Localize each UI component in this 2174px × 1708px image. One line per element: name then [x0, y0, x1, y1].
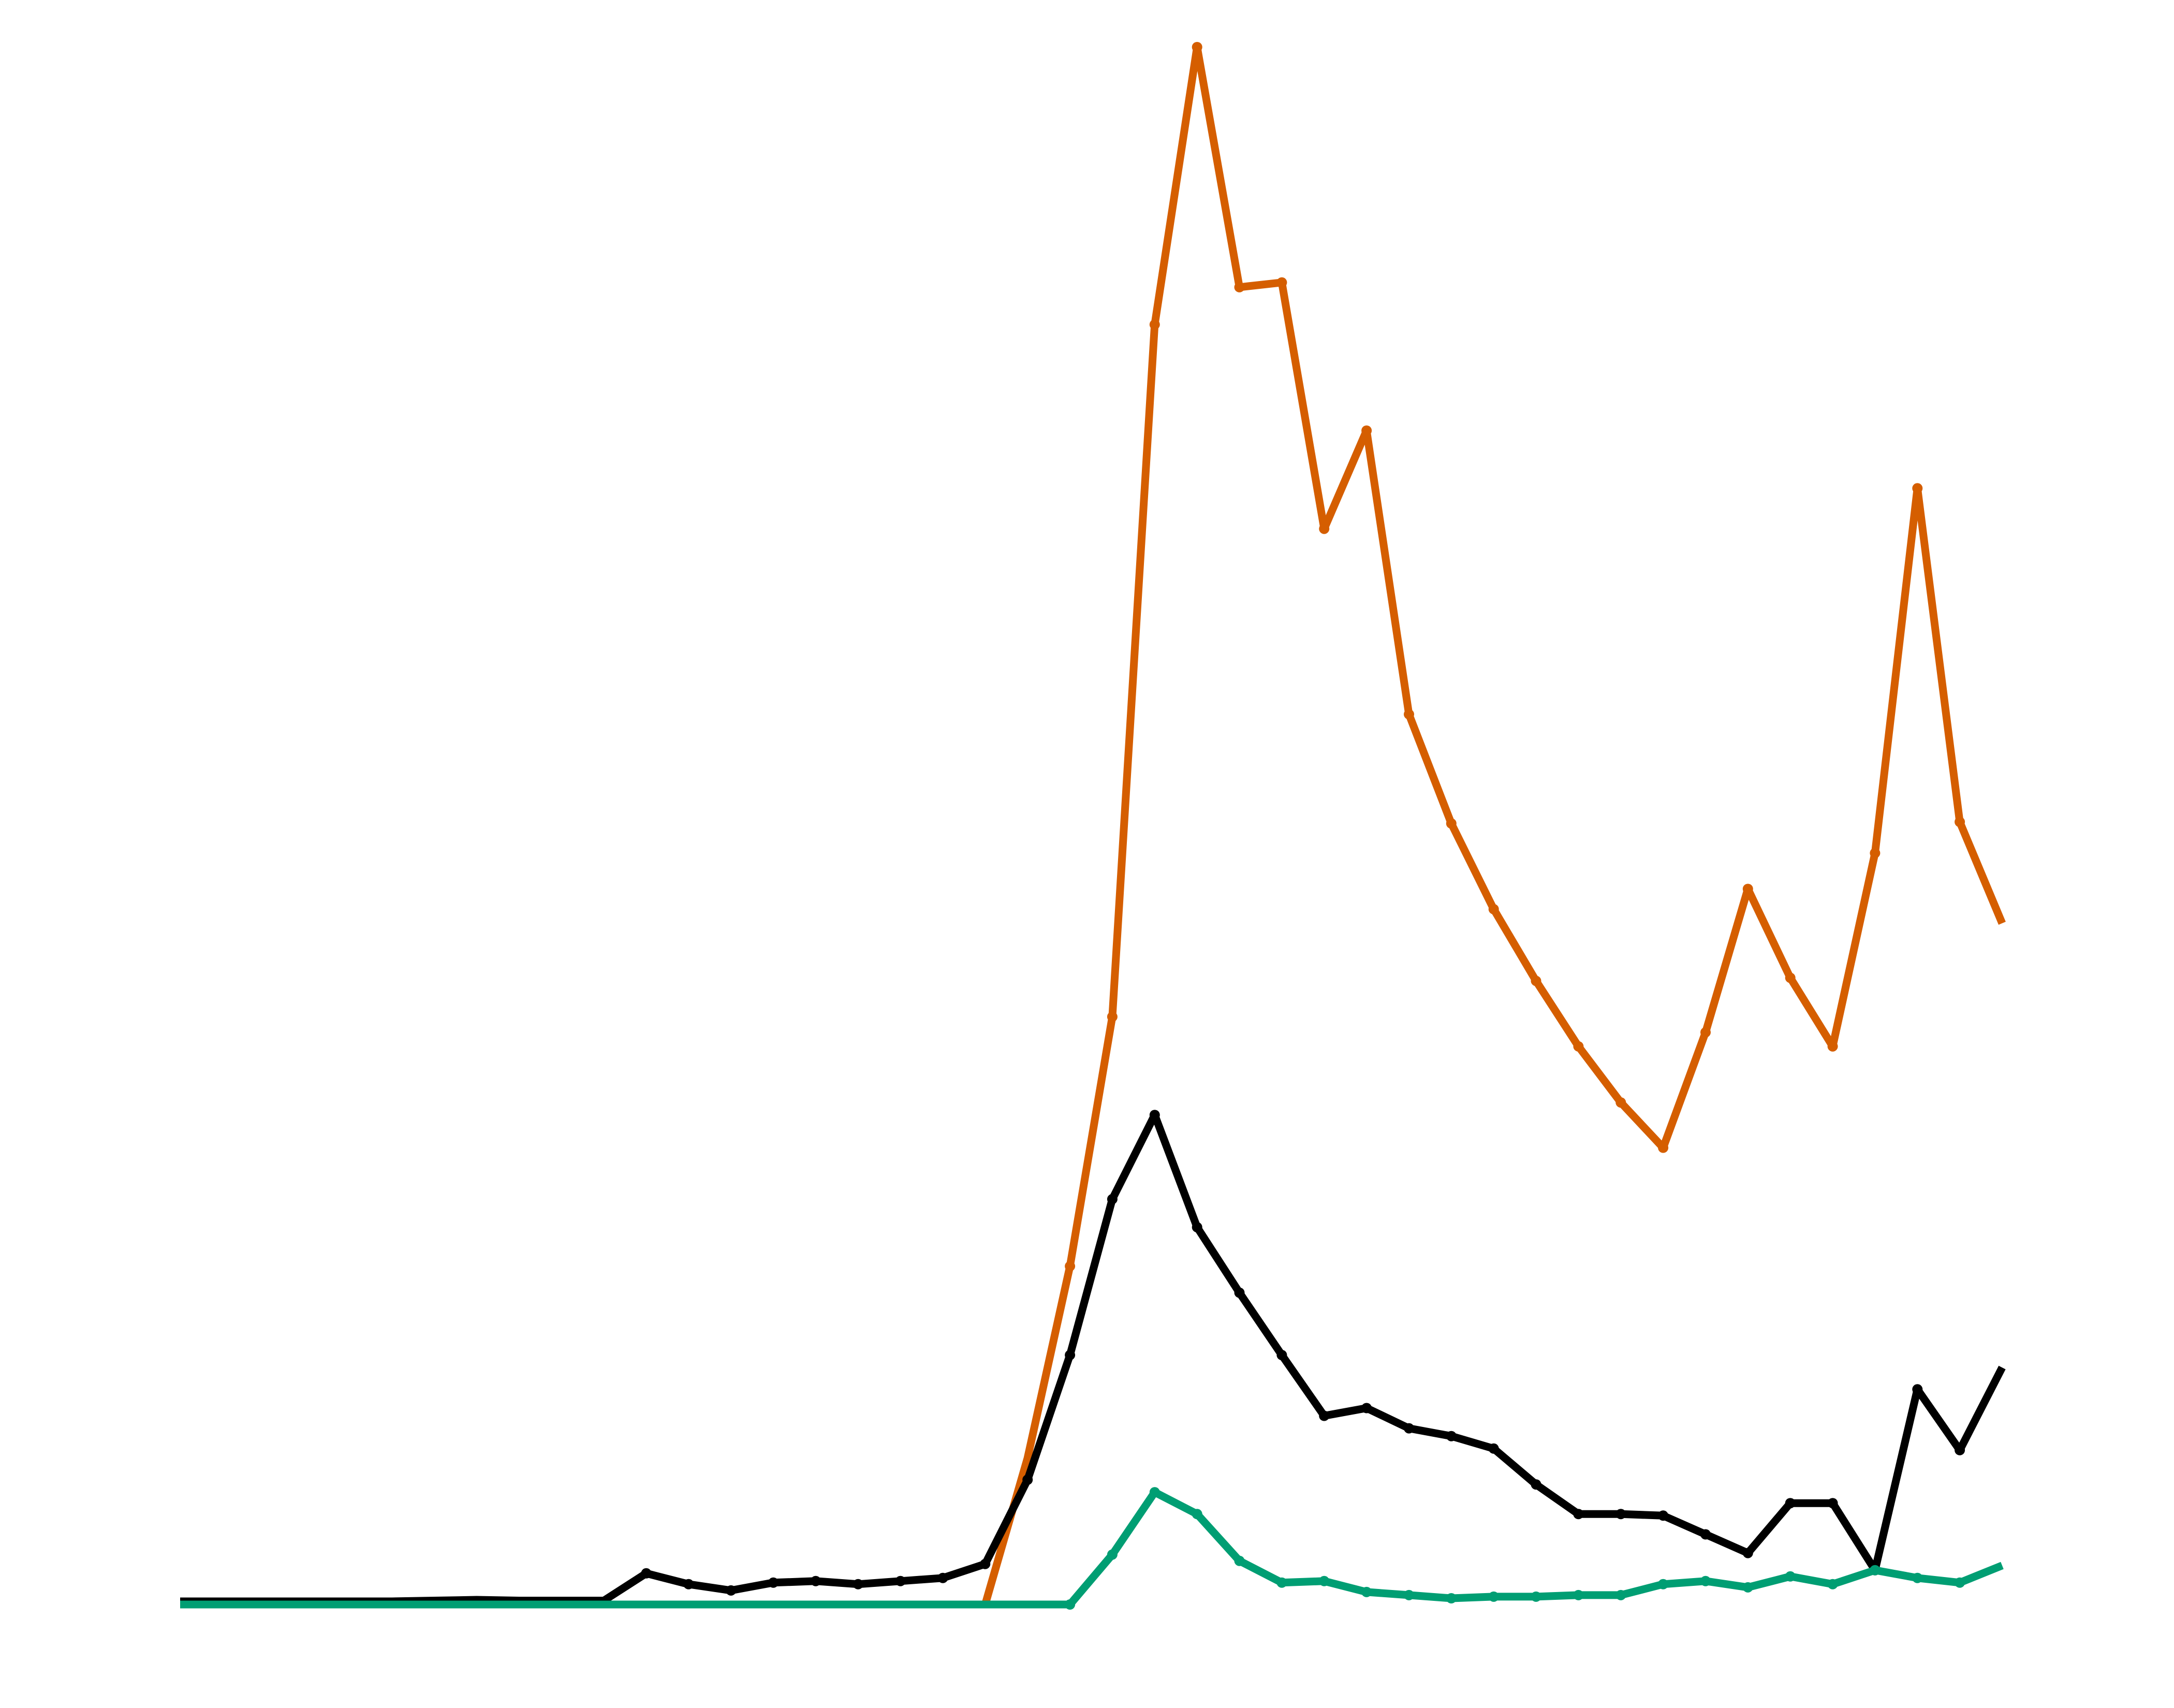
series-1-point [810, 1576, 821, 1586]
series-2-point [1573, 1589, 1584, 1600]
series-1-point [853, 1579, 863, 1589]
series-0-point [1785, 973, 1796, 983]
series-0-point [1573, 1041, 1584, 1052]
series-0-point [1319, 523, 1330, 534]
series-1-point [1785, 1498, 1796, 1509]
series-0-point [1870, 848, 1881, 859]
series-1-point [641, 1568, 652, 1579]
series-1-point [1361, 1403, 1372, 1413]
series-2-point [1065, 1599, 1076, 1610]
series-2-point [1955, 1577, 1965, 1588]
series-2-point [1912, 1572, 1923, 1583]
series-0-point [1488, 904, 1499, 915]
series-2-point [1742, 1582, 1753, 1593]
series-1-line [180, 1111, 2006, 1606]
series-2-point [1785, 1571, 1796, 1582]
series-2-point [1615, 1589, 1626, 1600]
series-2-point [1488, 1591, 1499, 1602]
series-2-point [1234, 1555, 1245, 1566]
series-1-point [1912, 1384, 1923, 1395]
series-1-point [1531, 1479, 1541, 1490]
series-0-point [1192, 42, 1202, 52]
series-0-point [1955, 817, 1965, 827]
series-2-point [1276, 1577, 1287, 1588]
series-1-point [1573, 1509, 1584, 1520]
series-2-point [1149, 1487, 1160, 1498]
series-2-point [1404, 1589, 1414, 1600]
series-1-point [1192, 1222, 1202, 1233]
series-2-point [1531, 1591, 1541, 1602]
series-0 [180, 42, 2006, 1609]
series-0-point [1742, 884, 1753, 894]
series-2-line [180, 1488, 2004, 1609]
series-1-point [1658, 1510, 1669, 1521]
series-1-point [1234, 1287, 1245, 1298]
series-1-point [1700, 1529, 1711, 1540]
series-0-point [1361, 425, 1372, 436]
series-0-point [1149, 319, 1160, 330]
series-2 [180, 1487, 2004, 1610]
series-layer [180, 42, 2006, 1610]
series-2-point [1361, 1586, 1372, 1597]
series-0-point [1065, 1261, 1076, 1272]
series-1-point [980, 1558, 991, 1569]
series-2-point [1827, 1579, 1838, 1589]
series-0-point [1700, 1027, 1711, 1038]
series-2-point [1700, 1576, 1711, 1586]
series-0-point [1658, 1142, 1669, 1153]
series-2-point [1658, 1579, 1669, 1589]
series-1-point [937, 1572, 948, 1583]
series-2-point [1192, 1509, 1202, 1520]
series-1-point [1276, 1350, 1287, 1361]
series-0-line [180, 43, 2006, 1609]
series-1-point [1446, 1431, 1457, 1441]
series-0-point [1531, 976, 1541, 986]
series-1-point [768, 1577, 778, 1588]
series-1-point [895, 1576, 906, 1586]
series-2-point [1446, 1593, 1457, 1603]
series-0-point [1107, 1011, 1118, 1022]
series-1-point [1615, 1509, 1626, 1520]
series-1-point [1022, 1475, 1033, 1485]
series-0-point [1234, 282, 1245, 292]
series-1-point [726, 1585, 737, 1596]
series-0-point [1404, 709, 1414, 720]
series-1-point [1149, 1110, 1160, 1121]
series-0-point [1276, 277, 1287, 288]
series-1-point [1319, 1410, 1330, 1421]
series-1-point [1065, 1350, 1076, 1361]
series-0-point [1615, 1097, 1626, 1108]
series-0-point [1827, 1041, 1838, 1052]
series-1-point [1404, 1423, 1414, 1434]
series-1 [180, 1110, 2006, 1606]
series-2-point [1870, 1565, 1881, 1576]
series-1-point [1827, 1498, 1838, 1509]
series-0-point [1912, 483, 1923, 494]
series-1-point [1742, 1548, 1753, 1558]
series-0-point [1446, 818, 1457, 829]
series-2-point [1107, 1549, 1118, 1560]
series-1-point [683, 1579, 694, 1589]
series-1-point [1955, 1445, 1965, 1455]
series-1-point [1488, 1443, 1499, 1454]
series-1-point [1107, 1194, 1118, 1204]
series-2-point [1319, 1576, 1330, 1586]
